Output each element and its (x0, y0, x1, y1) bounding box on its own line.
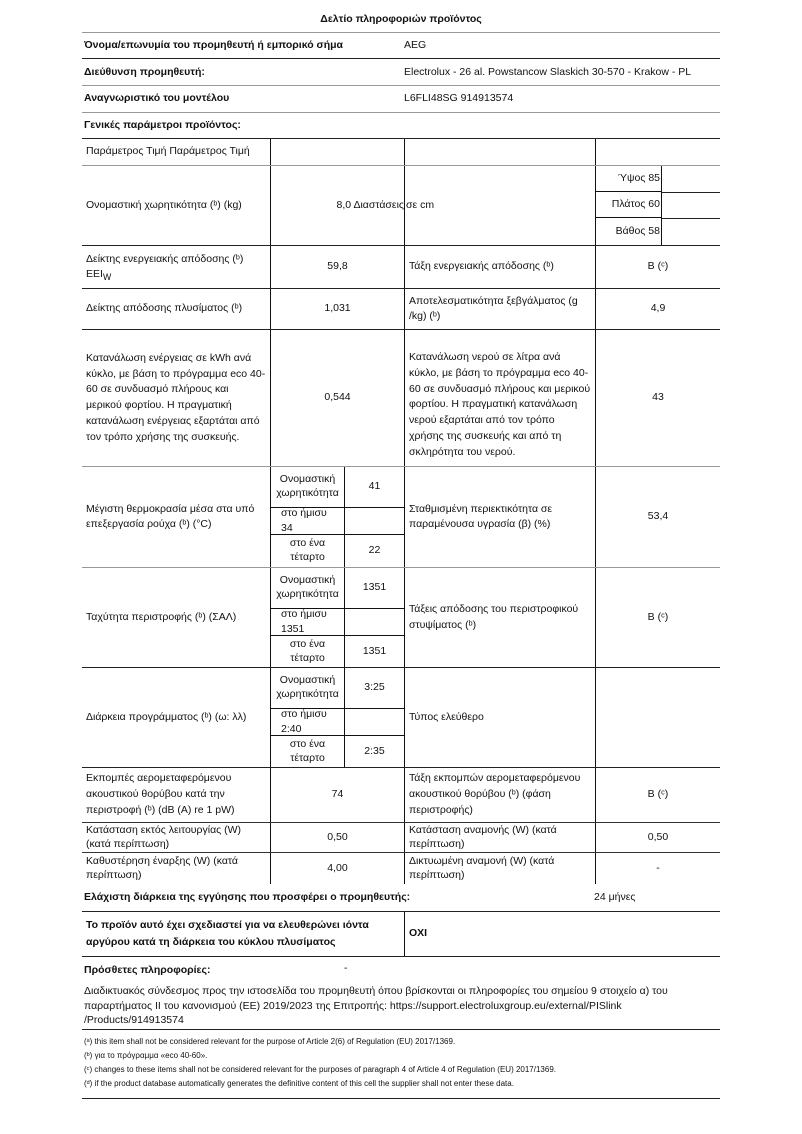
supplier-address-value: Electrolux - 26 al. Powstancow Slaskich … (404, 66, 692, 78)
footnote-b: (ᵇ) για το πρόγραμμα «eco 40-60». (84, 1051, 208, 1060)
energy-consumption-label: Κατανάλωση ενέργειας σε kWh ανά κύκλο, μ… (82, 330, 271, 466)
spin-rated-value: 1351 (345, 568, 405, 609)
off-mode-value: 0,50 (271, 823, 405, 852)
silver-ions-value: ΟΧΙ (409, 927, 428, 940)
spin-half-label: στο ήμισυ 1351 (271, 608, 345, 636)
model-value: L6FLI48SG 914913574 (404, 92, 514, 104)
eei-label-text: Δείκτης ενεργειακής απόδοσης (ᵇ) (86, 253, 244, 265)
duration-quarter-value: 2:35 (345, 736, 405, 767)
table-cell (271, 139, 405, 165)
footnote-a: (ᵃ) this item shall not be considered re… (84, 1037, 456, 1046)
silver-ions-label: Το προϊόν αυτό έχει σχεδιαστεί για να ελ… (82, 912, 405, 956)
temp-rated-label: Ονομαστική χωρητικότητα (271, 467, 345, 508)
eei-value: 59,8 (271, 246, 405, 288)
noise-class-value: B (ᶜ) (647, 788, 669, 801)
delay-start-value: 4,00 (271, 853, 405, 884)
divider (82, 32, 720, 33)
type-label: Τύπος ελεύθερο (405, 668, 596, 767)
spin-class-value: B (ᶜ) (647, 610, 669, 623)
duration-half-value (345, 709, 405, 736)
networked-standby-label: Δικτυωμένη αναμονή (W) (κατά περίπτωση) (405, 853, 596, 884)
dimension-depth: Βάθος 58 (596, 218, 662, 245)
spin-quarter-value: 1351 (345, 636, 405, 667)
supplier-name-label: Όνομα/επωνυμία του προμηθευτή ή εμπορικό… (84, 39, 344, 51)
duration-quarter-label: στο ένα τέταρτο (271, 736, 345, 767)
supplier-address-label: Διεύθυνση προμηθευτή: (84, 66, 205, 78)
capacity-value: 8,0 Διαστάσεις (271, 166, 405, 245)
standby-value: 0,50 (647, 830, 669, 843)
noise-label: Εκπομπές αερομεταφερόμενου ακουστικού θο… (82, 768, 271, 822)
rinse-value: 4,9 (650, 302, 666, 315)
eei-label-symbol: EEI (86, 268, 103, 281)
energy-consumption-value: 0,544 (271, 330, 405, 466)
dimensions-unit: σε cm (405, 166, 596, 245)
footnote-c: (ᶜ) changes to these items shall not be … (84, 1065, 556, 1074)
temp-quarter-label: στο ένα τέταρτο (271, 535, 345, 567)
additional-info-label: Πρόσθετες πληροφορίες: (84, 964, 211, 976)
delay-start-label: Καθυστέρηση έναρξης (W) (κατά περίπτωση) (82, 853, 271, 884)
spin-speed-label: Ταχύτητα περιστροφής (ᵇ) (ΣΑΛ) (82, 568, 271, 667)
temp-rated-value: 41 (345, 467, 405, 508)
moisture-label: Σταθμισμένη περιεκτικότητα σε παραμένουσ… (405, 467, 596, 567)
supplier-website-link[interactable]: Διαδικτυακός σύνδεσμος προς την ιστοσελί… (84, 985, 668, 1026)
dimension-height: Ύψος 85 (596, 166, 662, 192)
warranty-value: 24 μήνες (594, 891, 636, 903)
eei-label: Δείκτης ενεργειακής απόδοσης (ᵇ) EEIW (82, 246, 271, 288)
duration-half-label: στο ήμισυ 2:40 (271, 708, 345, 736)
programme-duration-label: Διάρκεια προγράμματος (ᵇ) (ω: λλ) (82, 668, 271, 767)
energy-class-label: Τάξη ενεργειακής απόδοσης (ᵇ) (405, 246, 596, 288)
dimension-width: Πλάτος 60 (596, 192, 662, 218)
off-mode-label: Κατάσταση εκτός λειτουργίας (W) (κατά πε… (82, 823, 271, 852)
spin-quarter-label: στο ένα τέταρτο (271, 636, 345, 667)
divider (82, 138, 720, 139)
duration-rated-label: Ονομαστική χωρητικότητα (271, 668, 345, 709)
footnotes: (ᵃ) this item shall not be considered re… (84, 1035, 720, 1091)
divider (82, 58, 720, 59)
wash-index-value: 1,031 (271, 289, 405, 329)
noise-class-label: Τάξη εκπομπών αερομεταφερόμενου ακουστικ… (405, 768, 596, 822)
water-consumption-label: Κατανάλωση νερού σε λίτρα ανά κύκλο, με … (405, 330, 596, 466)
wash-index-label: Δείκτης απόδοσης πλυσίματος (ᵇ) (82, 289, 271, 329)
footnote-d: (ᵈ) if the product database automaticall… (84, 1079, 514, 1088)
divider (82, 112, 720, 113)
standby-label: Κατάσταση αναμονής (W) (κατά περίπτωση) (405, 823, 596, 852)
warranty-label: Ελάχιστη διάρκεια της εγγύησης που προσφ… (84, 891, 411, 903)
water-consumption-value: 43 (652, 391, 664, 404)
additional-info-value: - (344, 962, 348, 974)
capacity-label: Ονομαστική χωρητικότητα (ᵇ) (kg) (82, 166, 271, 245)
spin-rated-label: Ονομαστική χωρητικότητα (271, 568, 345, 609)
rinse-label: Αποτελεσματικότητα ξεβγάλματος (g /kg) (… (405, 289, 596, 329)
eei-label-subscript: W (102, 272, 112, 283)
networked-standby-value: - (656, 861, 660, 874)
moisture-value: 53,4 (647, 510, 669, 523)
spin-class-label: Τάξεις απόδοσης του περιστροφικού στυψίμ… (405, 568, 596, 667)
noise-value: 74 (271, 768, 405, 822)
table-header: Παράμετρος Τιμή Παράμετρος Τιμή (82, 139, 271, 165)
table-cell (405, 139, 596, 165)
temp-quarter-value: 22 (345, 535, 405, 567)
page-title: Δελτίο πληροφοριών προϊόντος (320, 13, 482, 25)
duration-rated-value: 3:25 (345, 668, 405, 709)
model-label: Αναγνωριστικό του μοντέλου (84, 92, 230, 104)
supplier-name-value: AEG (404, 39, 427, 51)
max-temperature-label: Μέγιστη θερμοκρασία μέσα στα υπό επεξεργ… (82, 467, 271, 567)
energy-class-value: B (ᶜ) (647, 260, 669, 273)
spin-half-value (345, 609, 405, 636)
divider (82, 85, 720, 86)
general-parameters-label: Γενικές παράμετροι προϊόντος: (84, 119, 241, 131)
temp-half-label: στο ήμισυ 34 (271, 507, 345, 535)
temp-half-value (345, 508, 405, 535)
